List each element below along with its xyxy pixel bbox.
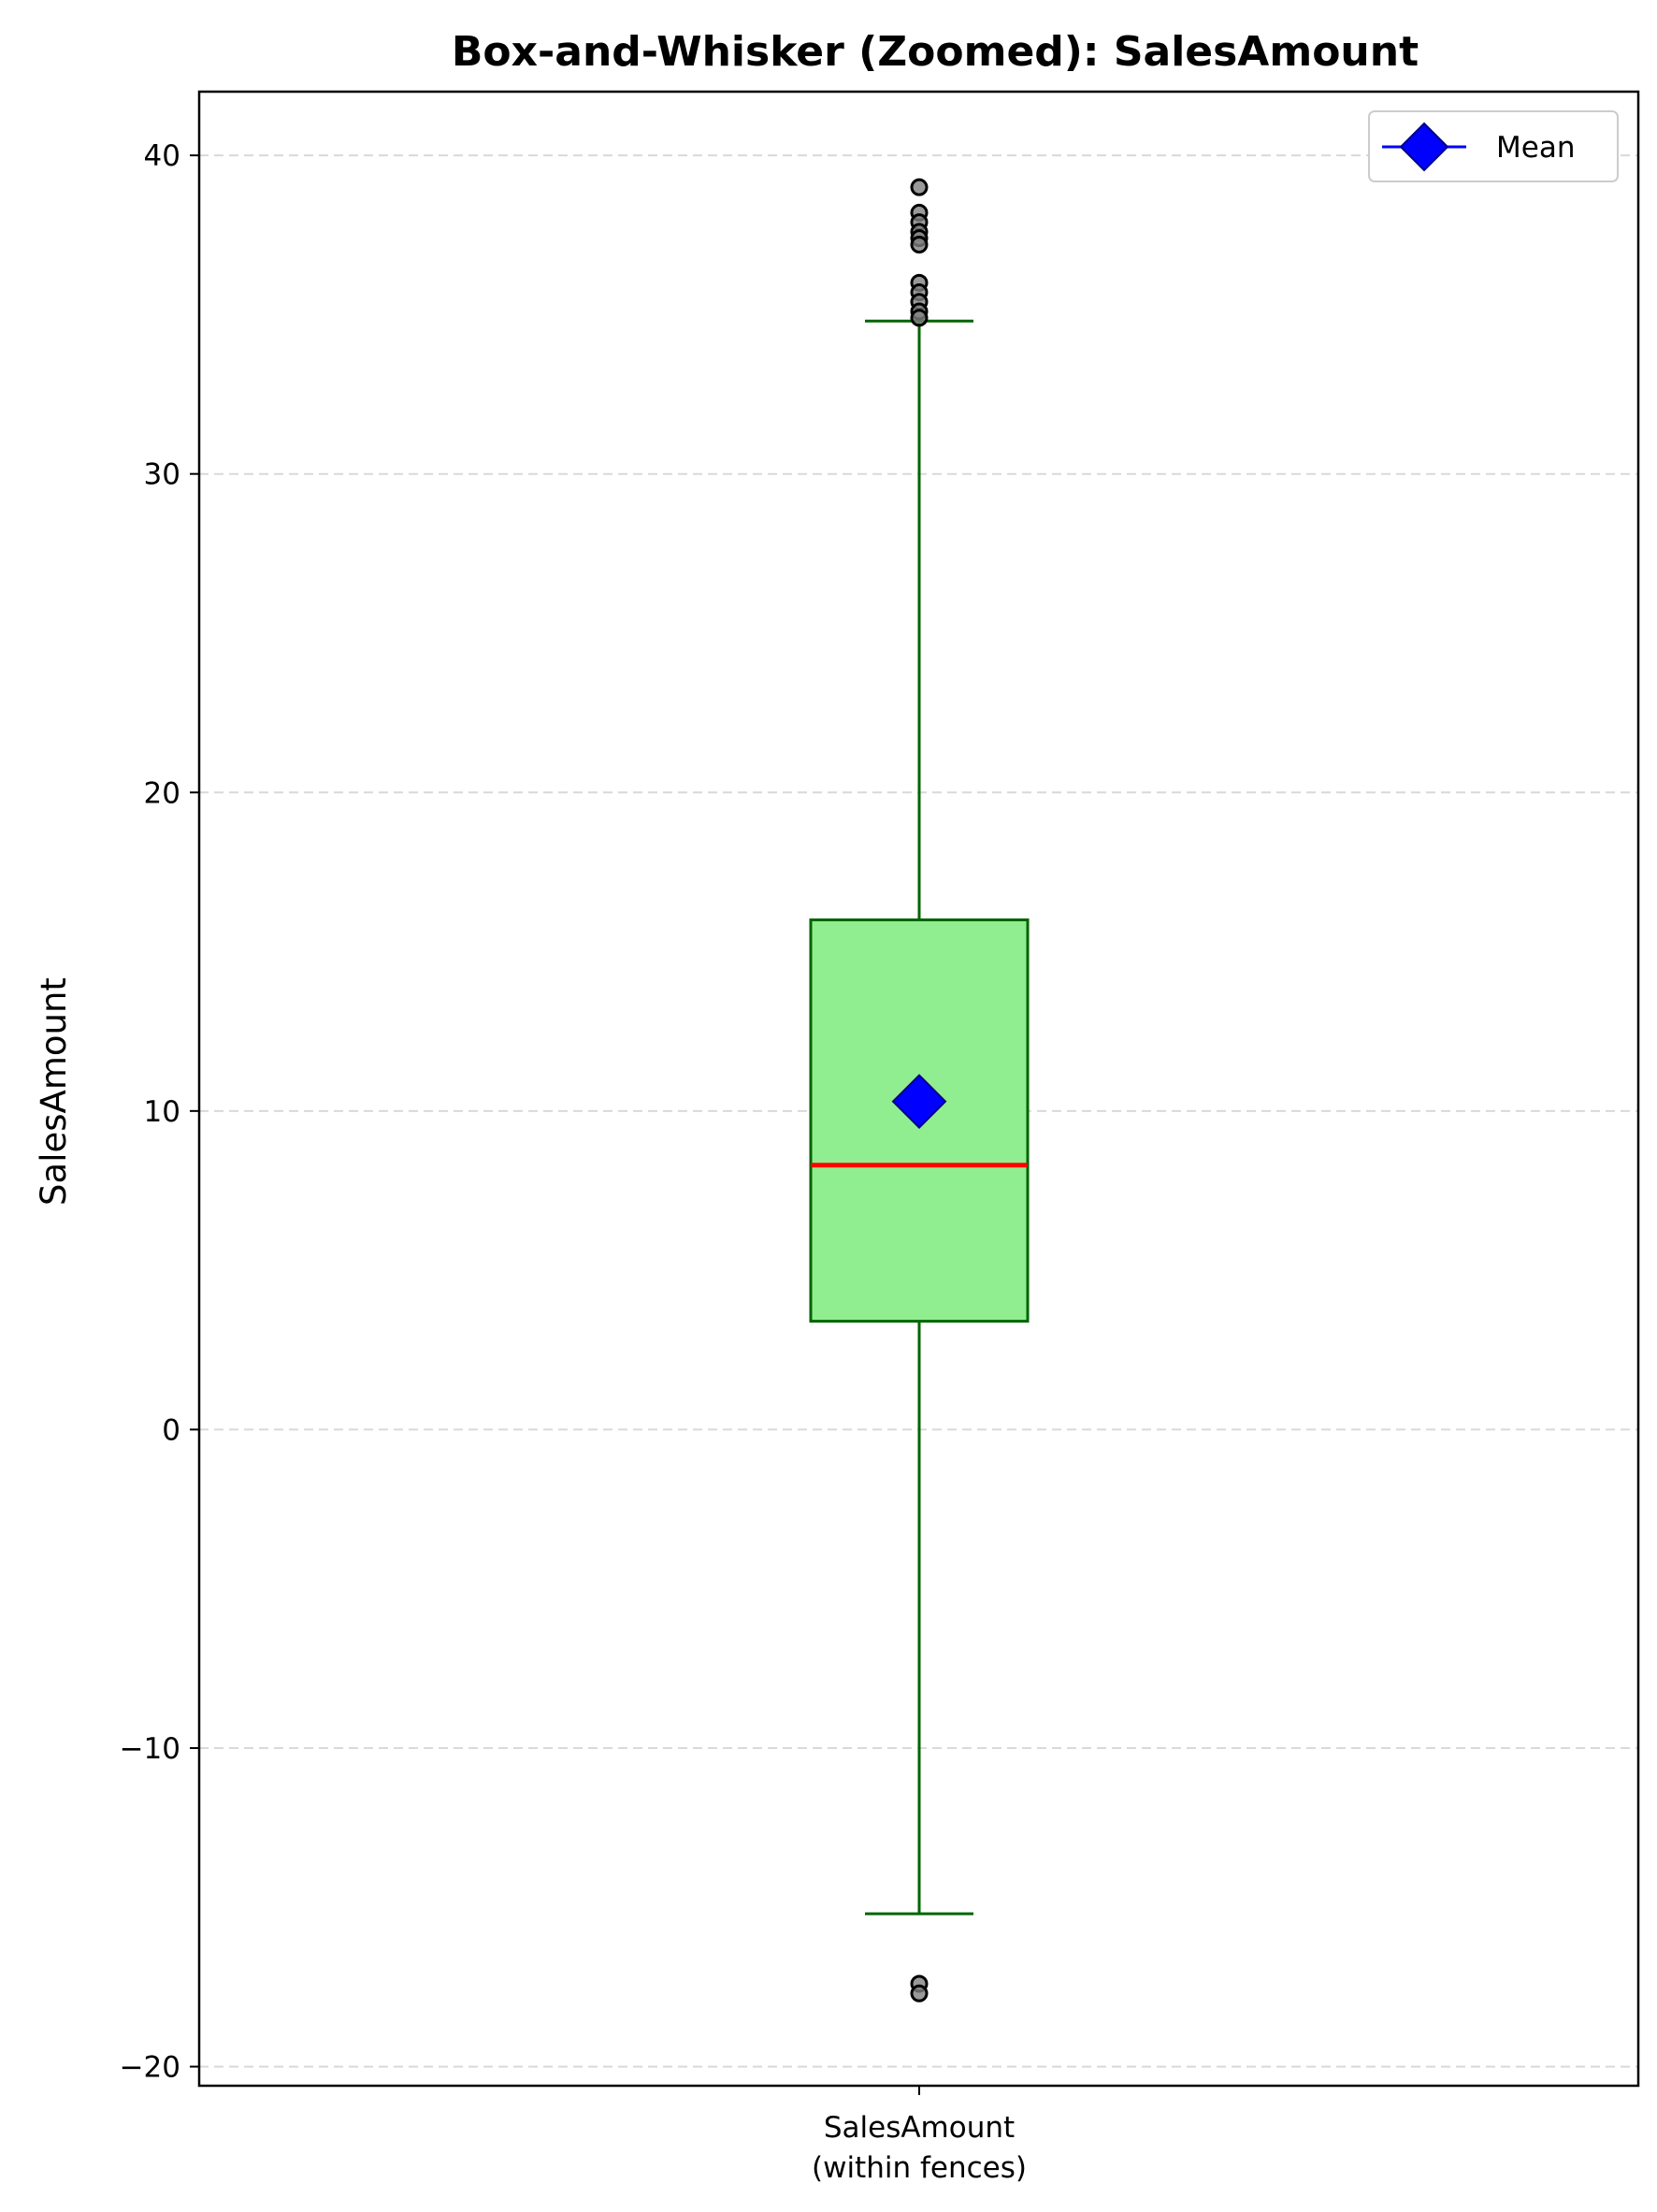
legend-mean-diamond-icon <box>1399 122 1449 172</box>
outlier-point <box>910 235 929 253</box>
outlier-point <box>910 178 929 196</box>
legend: Mean <box>1368 110 1619 182</box>
box-plot-series <box>809 178 1030 2002</box>
outlier-point <box>910 309 929 327</box>
y-tick-label: 20 <box>144 776 180 810</box>
x-tick-label-subcategory: (within fences) <box>812 2151 1027 2185</box>
legend-mean-label: Mean <box>1496 131 1575 165</box>
plot-frame <box>197 90 1640 2088</box>
y-tick-label: 0 <box>162 1413 180 1447</box>
mean-marker <box>891 1074 947 1130</box>
y-tick-label: 10 <box>144 1095 180 1129</box>
y-tick-label: −10 <box>120 1732 180 1766</box>
y-tick-label: 40 <box>144 139 180 173</box>
y-tick-label: 30 <box>144 458 180 492</box>
x-tick-label-category: SalesAmount <box>824 2111 1015 2145</box>
chart-title: Box-and-Whisker (Zoomed): SalesAmount <box>452 28 1419 76</box>
y-axis-label: SalesAmount <box>34 977 74 1206</box>
axes: −20 −10 0 10 20 30 40 <box>120 90 1640 2095</box>
y-tick-label: −20 <box>120 2051 180 2085</box>
outlier-point <box>910 1984 929 2002</box>
